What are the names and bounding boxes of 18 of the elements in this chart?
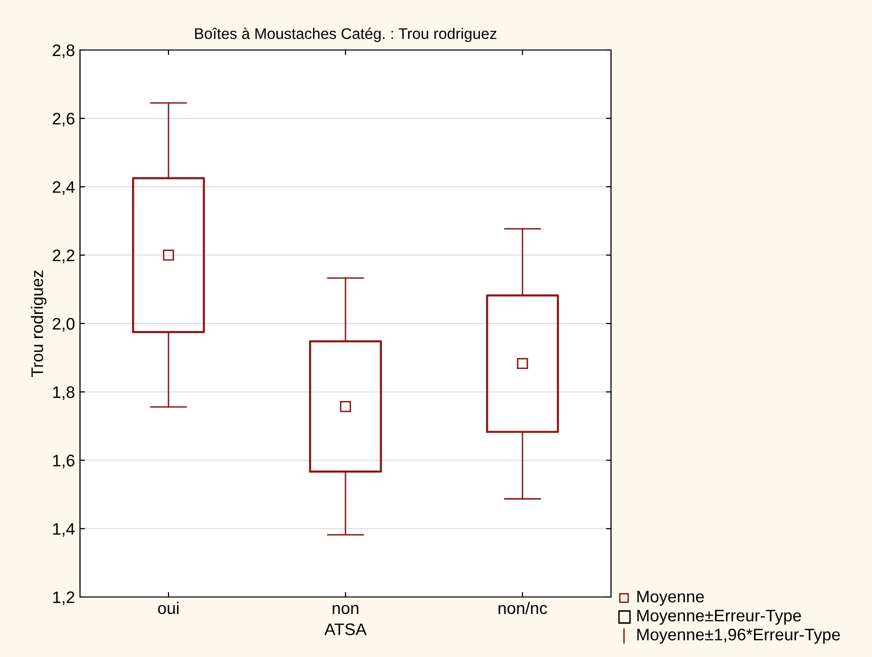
x-tick-label: non/nc — [498, 602, 548, 614]
y-tick-label: 1,2 — [53, 591, 74, 606]
y-tick-label: 2,8 — [52, 44, 74, 58]
chart-title: Boîtes à Moustaches Catég. : Trou rodriguez — [195, 28, 496, 42]
y-tick-label: 2,4 — [52, 181, 75, 195]
y-tick-label: 2,2 — [52, 250, 74, 264]
text: Moyenne±Erreur-Type — [637, 610, 801, 625]
y-tick-label: 1,6 — [53, 454, 74, 468]
y-tick-label: 1,4 — [53, 523, 75, 537]
text: Moyenne — [637, 590, 704, 606]
x-tick-label: oui — [158, 602, 178, 614]
y-tick-label: 2,6 — [52, 112, 74, 127]
y-tick-label: 2,0 — [52, 318, 74, 332]
x-tick-label: non — [332, 604, 358, 614]
x-axis-title: ATSA — [324, 623, 367, 636]
y-tick-label: 1,8 — [53, 386, 74, 400]
text: Moyenne±1,96*Erreur-Type — [637, 628, 840, 644]
y-axis-title: Trou rodriguez — [30, 270, 46, 377]
